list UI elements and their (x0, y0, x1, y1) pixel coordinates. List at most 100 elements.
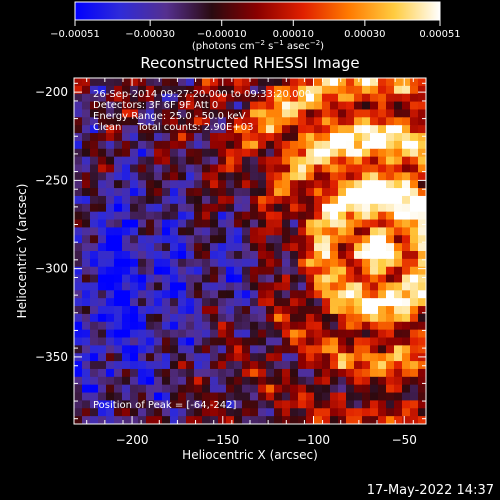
heatmap-cell (194, 148, 203, 158)
heatmap-cell (354, 195, 363, 205)
heatmap-cell (202, 180, 211, 189)
heatmap-cell (354, 345, 363, 354)
heatmap-cell (186, 329, 195, 339)
heatmap-cell (258, 384, 267, 394)
heatmap-cell (354, 282, 363, 291)
heatmap-cell (298, 85, 307, 95)
heatmap-cell (162, 274, 171, 284)
heatmap-cell (218, 361, 227, 370)
heatmap-cell (114, 290, 123, 299)
heatmap-cell (354, 180, 363, 189)
heatmap-cell (290, 329, 299, 339)
heatmap-cell (266, 203, 275, 213)
heatmap-cell (330, 203, 339, 213)
heatmap-cell (306, 361, 315, 370)
heatmap-cell (234, 258, 243, 268)
heatmap-cell (122, 243, 131, 252)
heatmap-cell (154, 384, 163, 394)
heatmap-cell (338, 164, 347, 173)
heatmap-cell (122, 180, 131, 189)
heatmap-cell (242, 93, 251, 103)
colorbar-ticks: −0.00051 −0.00030 −0.00010 0.00010 0.00030 0.… (50, 20, 461, 40)
colorbar-unit: (photons cm−2 s−1 asec−2) (192, 39, 324, 52)
heatmap-cell (330, 211, 339, 221)
heatmap-cell (74, 306, 83, 315)
heatmap-cell (154, 337, 163, 346)
heatmap-cell (346, 78, 355, 87)
heatmap-cell (162, 353, 171, 362)
heatmap-cell (122, 93, 131, 103)
heatmap-cell (322, 290, 331, 299)
heatmap-cell (250, 337, 259, 346)
heatmap-cell (298, 156, 307, 166)
heatmap-cell (170, 329, 179, 339)
heatmap-cell (250, 117, 259, 126)
heatmap-cell (314, 313, 323, 323)
heatmap-cell (386, 140, 395, 150)
heatmap-cell (146, 156, 155, 166)
heatmap-cell (242, 156, 251, 166)
heatmap-cell (186, 353, 195, 362)
heatmap-cell (218, 384, 227, 394)
heatmap-cell (378, 384, 387, 394)
heatmap-cell (210, 235, 219, 244)
heatmap-cell (266, 148, 275, 158)
heatmap-cell (114, 345, 123, 354)
heatmap-cell (98, 392, 107, 402)
heatmap-cell (354, 337, 363, 346)
heatmap-cell (322, 148, 331, 158)
heatmap-cell (154, 416, 163, 424)
heatmap-cell (338, 85, 347, 95)
heatmap-cell (186, 392, 195, 402)
heatmap-cell (82, 125, 91, 134)
heatmap-cell (402, 251, 411, 260)
heatmap-cell (338, 156, 347, 166)
heatmap-cell (394, 140, 403, 150)
heatmap-cell (194, 408, 203, 417)
heatmap-cell (290, 109, 299, 118)
heatmap-cell (386, 392, 395, 402)
heatmap-cell (394, 93, 403, 103)
heatmap-cell (106, 211, 115, 221)
heatmap-cell (122, 258, 131, 268)
heatmap-cell (346, 164, 355, 173)
heatmap-cell (258, 101, 267, 111)
heatmap-cell (418, 353, 426, 362)
heatmap-cell (346, 188, 355, 197)
heatmap-cell (298, 376, 307, 386)
heatmap-cell (378, 140, 387, 150)
heatmap-cell (74, 392, 83, 402)
heatmap-cell (210, 78, 219, 87)
heatmap-cell (98, 219, 107, 229)
heatmap-cell (258, 133, 267, 142)
heatmap-cell (418, 400, 426, 409)
heatmap-cell (402, 140, 411, 150)
heatmap-cell (226, 400, 235, 409)
heatmap-cell (322, 251, 331, 260)
heatmap-cell (170, 392, 179, 402)
heatmap-cell (226, 345, 235, 354)
heatmap-cell (394, 384, 403, 394)
heatmap-cell (194, 133, 203, 142)
heatmap-cell (274, 384, 283, 394)
heatmap-cell (226, 384, 235, 394)
heatmap-cell (258, 164, 267, 173)
heatmap-cell (298, 195, 307, 205)
heatmap-cell (274, 227, 283, 236)
heatmap-cell (98, 188, 107, 197)
heatmap-cell (282, 384, 291, 394)
heatmap-cell (298, 298, 307, 307)
heatmap-cell (138, 195, 147, 205)
heatmap-cell (266, 235, 275, 244)
heatmap-cell (338, 400, 347, 409)
heatmap-cell (402, 195, 411, 205)
heatmap-cell (386, 408, 395, 417)
heatmap-cell (194, 243, 203, 252)
heatmap-cell (146, 117, 155, 126)
heatmap-cell (322, 93, 331, 103)
heatmap-cell (226, 282, 235, 291)
heatmap-cell (410, 416, 419, 424)
heatmap-cell (98, 329, 107, 339)
heatmap-cell (162, 101, 171, 111)
heatmap-cell (74, 361, 83, 370)
